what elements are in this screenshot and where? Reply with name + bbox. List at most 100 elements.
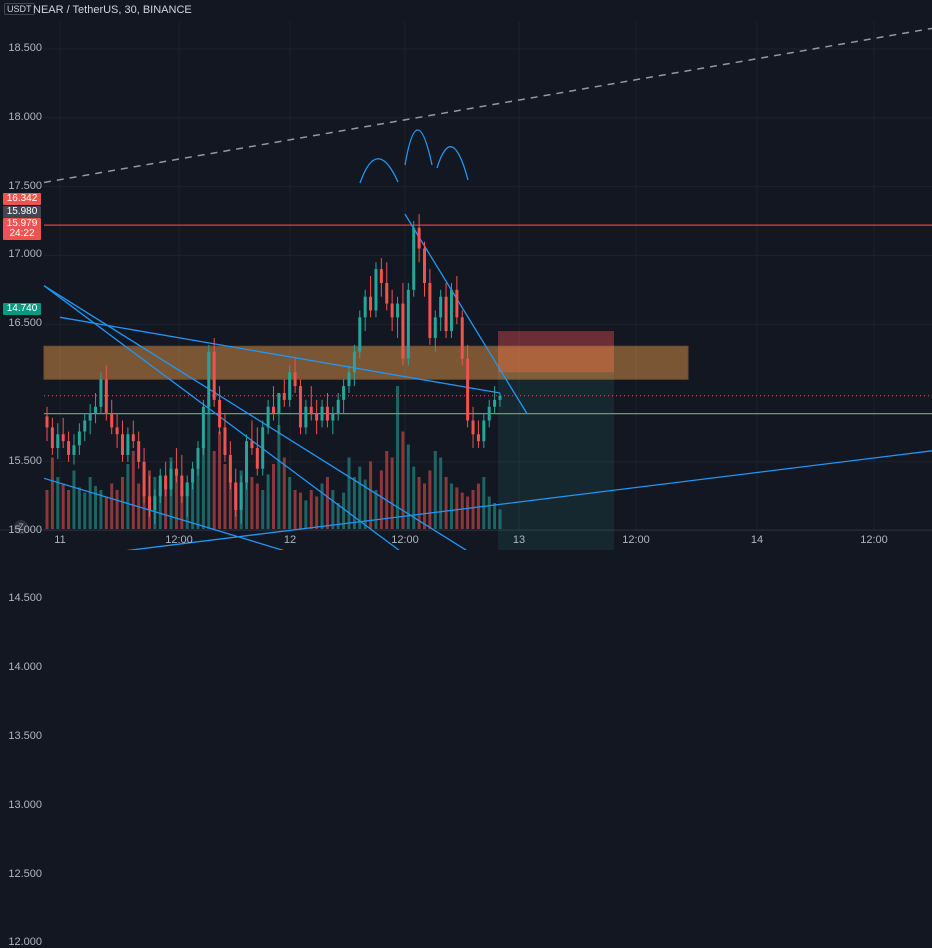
volume-bar — [298, 492, 302, 529]
volume-bar — [363, 479, 367, 529]
candle-body — [196, 448, 200, 469]
volume-bar — [207, 399, 211, 529]
dashed-trend-line — [43, 27, 932, 184]
candle-body — [439, 296, 443, 318]
volume-bar — [158, 479, 162, 529]
candle-body — [94, 406, 98, 414]
volume-bar — [455, 487, 459, 529]
candle-body — [487, 406, 491, 421]
candle-body — [325, 406, 329, 421]
candle-body — [309, 406, 313, 414]
candle-body — [379, 269, 383, 283]
symbol-title: NEAR / TetherUS, 30, BINANCE — [33, 4, 192, 16]
candle-body — [45, 416, 49, 428]
trend-line-2 — [43, 285, 400, 550]
volume-bar — [433, 451, 437, 529]
volume-bar — [131, 451, 135, 529]
volume-bar — [293, 490, 297, 529]
volume-bar — [104, 496, 108, 529]
volume-bar — [428, 470, 432, 529]
currency-badge[interactable]: USDT — [4, 3, 35, 15]
volume-bar — [396, 386, 400, 529]
volume-bar — [115, 490, 119, 529]
candle-body — [137, 441, 141, 462]
price-axis-label: 13.500 — [8, 730, 42, 742]
volume-bar — [288, 477, 292, 529]
candle-body — [99, 379, 103, 407]
volume-bar — [110, 483, 114, 529]
volume-bar — [126, 464, 130, 529]
candle-body — [72, 445, 76, 455]
supply-zone — [43, 345, 689, 380]
volume-bar — [250, 477, 254, 529]
candle-body — [277, 393, 281, 414]
candle-body — [449, 289, 453, 332]
volume-bar — [88, 477, 92, 529]
volume-bar — [342, 492, 346, 529]
candle-body — [147, 496, 151, 510]
volume-bar — [325, 477, 329, 529]
volume-bar — [401, 431, 405, 529]
candle-body — [77, 431, 81, 446]
candle-body — [282, 393, 286, 400]
time-axis-label: 12:00 — [622, 534, 650, 546]
volume-bar — [412, 466, 416, 529]
candle-body — [428, 282, 432, 338]
volume-bar — [347, 457, 351, 529]
volume-bar — [309, 490, 313, 529]
volume-bar — [374, 490, 378, 529]
candle-body — [185, 482, 189, 497]
candle-body — [320, 406, 324, 421]
candle-body — [110, 413, 114, 428]
candle-body — [191, 468, 195, 483]
volume-bar — [83, 492, 87, 529]
price-tag-current: 15.979 24:22 — [3, 218, 41, 240]
volume-bar — [471, 490, 475, 529]
volume-bar — [50, 457, 54, 529]
candle-body — [142, 461, 146, 497]
candle-body — [385, 282, 389, 304]
volume-bar — [460, 492, 464, 529]
volume-bar — [261, 490, 265, 529]
volume-bar — [196, 466, 200, 529]
volume-bar — [444, 477, 448, 529]
price-tag-level: 15.980 — [3, 206, 41, 218]
candle-body — [396, 303, 400, 318]
zoom-reset-button[interactable]: Z — [14, 520, 28, 534]
candle-body — [390, 303, 394, 318]
volume-bar — [266, 474, 270, 529]
candle-body — [158, 475, 162, 497]
candle-body — [61, 434, 65, 442]
volume-bar — [142, 490, 146, 529]
trend-line-3 — [43, 477, 285, 550]
candle-body — [493, 399, 497, 407]
time-axis-label: 11 — [54, 534, 66, 546]
price-axis-label: 15.000 — [8, 523, 42, 536]
volume-bar — [174, 474, 178, 529]
candle-body — [255, 448, 259, 469]
volume-bar — [331, 490, 335, 529]
candle-body — [417, 227, 421, 249]
position-stop-zone — [498, 331, 614, 373]
candle-body — [115, 427, 119, 435]
price-axis-label: 12.000 — [8, 936, 42, 948]
candle-body — [218, 399, 222, 428]
chart-canvas[interactable] — [0, 0, 932, 550]
candle-body — [293, 372, 297, 387]
volume-bar — [218, 431, 222, 529]
candle-body — [471, 420, 475, 435]
volume-bar — [228, 477, 232, 529]
volume-bar — [417, 477, 421, 529]
volume-bar — [282, 457, 286, 529]
candle-body — [104, 379, 108, 414]
candle-body — [261, 427, 265, 469]
candle-body — [245, 441, 249, 483]
volume-bar — [304, 500, 308, 529]
candle-body — [250, 441, 254, 449]
volume-bar — [164, 483, 168, 529]
volume-bar — [466, 496, 470, 529]
volume-bar — [72, 470, 76, 529]
price-tag-target: 14.740 — [3, 303, 41, 315]
neckline-drop-line — [404, 213, 528, 414]
candle-body — [239, 482, 243, 510]
